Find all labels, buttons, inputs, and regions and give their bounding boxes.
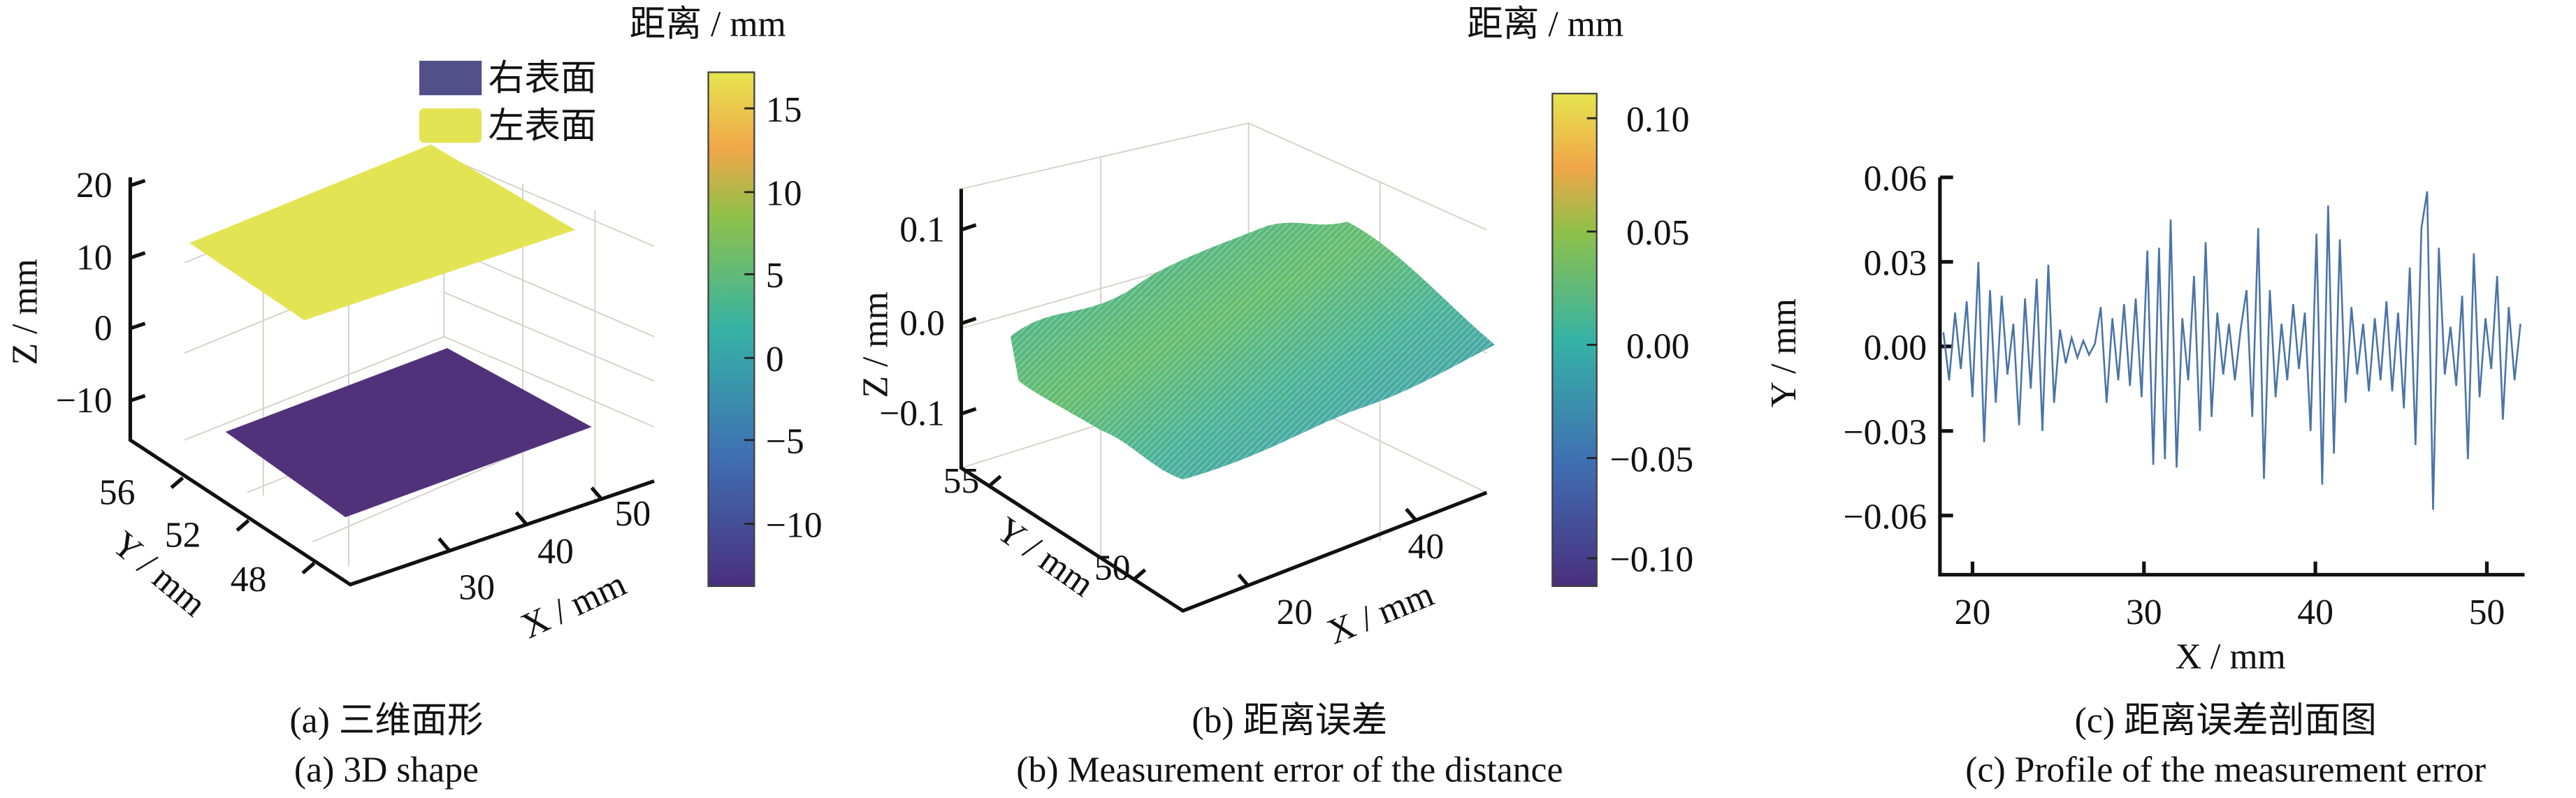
colorbar-tick: 10 <box>766 174 802 214</box>
x-tick-label: 30 <box>2126 593 2162 632</box>
caption-en: (a) 3D shape <box>294 750 479 790</box>
z-tick: −0.1 <box>879 394 945 434</box>
y-tick: 52 <box>165 515 201 555</box>
z-tick: 10 <box>76 238 113 277</box>
colorbar-tick: −5 <box>766 422 804 462</box>
caption-en: (b) Measurement error of the distance <box>1016 750 1563 790</box>
colorbar-label: 距离 / mm <box>1467 5 1623 45</box>
x-tick-label: 50 <box>2469 593 2505 632</box>
z-tick: 20 <box>76 166 113 205</box>
caption-cn: (b) 距离误差 <box>1192 701 1387 741</box>
y-tick-label: 0.00 <box>1864 328 1927 368</box>
x-tick-label: 20 <box>1955 593 1991 632</box>
y-tick-label: −0.06 <box>1843 498 1927 537</box>
panel-c-error-profile: 0.06 0.03 0.00 −0.03 −0.06 20 30 40 50 Y / mm X … <box>1764 159 2525 790</box>
axis-ticks: 0.06 0.03 0.00 −0.03 −0.06 20 30 40 50 <box>1843 159 2505 632</box>
axes <box>128 177 655 587</box>
colorbar-tick: 5 <box>766 256 784 296</box>
colorbar-tick: 15 <box>766 90 802 130</box>
left-surface <box>189 144 576 321</box>
x-tick: 30 <box>458 568 495 608</box>
y-tick-label: 0.06 <box>1864 159 1927 199</box>
y-tick-label: 0.03 <box>1864 244 1927 284</box>
z-axis-label: Z / mm <box>856 291 896 398</box>
y-axis-label: Y / mm <box>1764 298 1804 407</box>
colorbar-tick: 0.00 <box>1626 326 1689 366</box>
z-axis-label: Z / mm <box>5 259 45 365</box>
x-tick: 50 <box>615 494 651 534</box>
z-tick: −10 <box>56 381 113 421</box>
caption-cn: (c) 距离误差剖面图 <box>2075 701 2377 741</box>
right-surface <box>225 348 592 518</box>
x-tick: 20 <box>1277 593 1313 632</box>
x-axis-label: X / mm <box>515 564 632 646</box>
colorbar-tick: −0.05 <box>1610 440 1694 479</box>
y-tick: 50 <box>1094 548 1131 588</box>
colorbar-tick: 0.10 <box>1626 100 1689 140</box>
legend-swatch-right <box>419 60 482 96</box>
axes <box>1938 177 2525 577</box>
profile-line <box>1942 191 2521 510</box>
legend-swatch-left <box>419 108 482 143</box>
x-tick-label: 40 <box>2297 593 2333 632</box>
caption-en: (c) Profile of the measurement error <box>1965 750 2486 790</box>
colorbar-tick: −0.10 <box>1610 540 1694 580</box>
x-axis-label: X / mm <box>1322 574 1440 653</box>
legend: 右表面 左表面 <box>419 59 597 146</box>
y-tick: 56 <box>99 472 136 512</box>
y-tick-label: −0.03 <box>1843 413 1927 453</box>
panel-a-3d-shape: 20 10 0 −10 Z / mm 56 52 48 Y / mm 30 40… <box>5 5 822 790</box>
x-axis-label: X / mm <box>2176 637 2286 676</box>
z-tick: 0 <box>94 308 113 348</box>
z-tick: 0.1 <box>899 210 945 249</box>
colorbar: 距离 / mm 15 10 5 0 −5 −10 <box>630 5 823 588</box>
colorbar-label: 距离 / mm <box>630 5 786 45</box>
colorbar-tick: 0 <box>766 340 784 379</box>
x-tick: 40 <box>537 532 574 572</box>
axes <box>959 189 1488 614</box>
y-tick: 48 <box>231 560 267 600</box>
z-tick: 0.0 <box>899 303 945 343</box>
legend-label: 右表面 <box>489 59 597 99</box>
panel-b-distance-error: 0.1 0.0 −0.1 Z / mm 55 50 Y / mm 20 40 X… <box>856 5 1694 790</box>
colorbar-tick: 0.05 <box>1626 213 1689 253</box>
colorbar-tick: −10 <box>766 505 823 545</box>
x-tick: 40 <box>1408 527 1445 567</box>
caption-cn: (a) 三维面形 <box>289 701 483 741</box>
colorbar: 距离 / mm 0.10 0.05 0.00 −0.05 −0.10 <box>1467 5 1694 588</box>
y-tick: 55 <box>943 461 980 501</box>
legend-label: 左表面 <box>489 106 597 146</box>
